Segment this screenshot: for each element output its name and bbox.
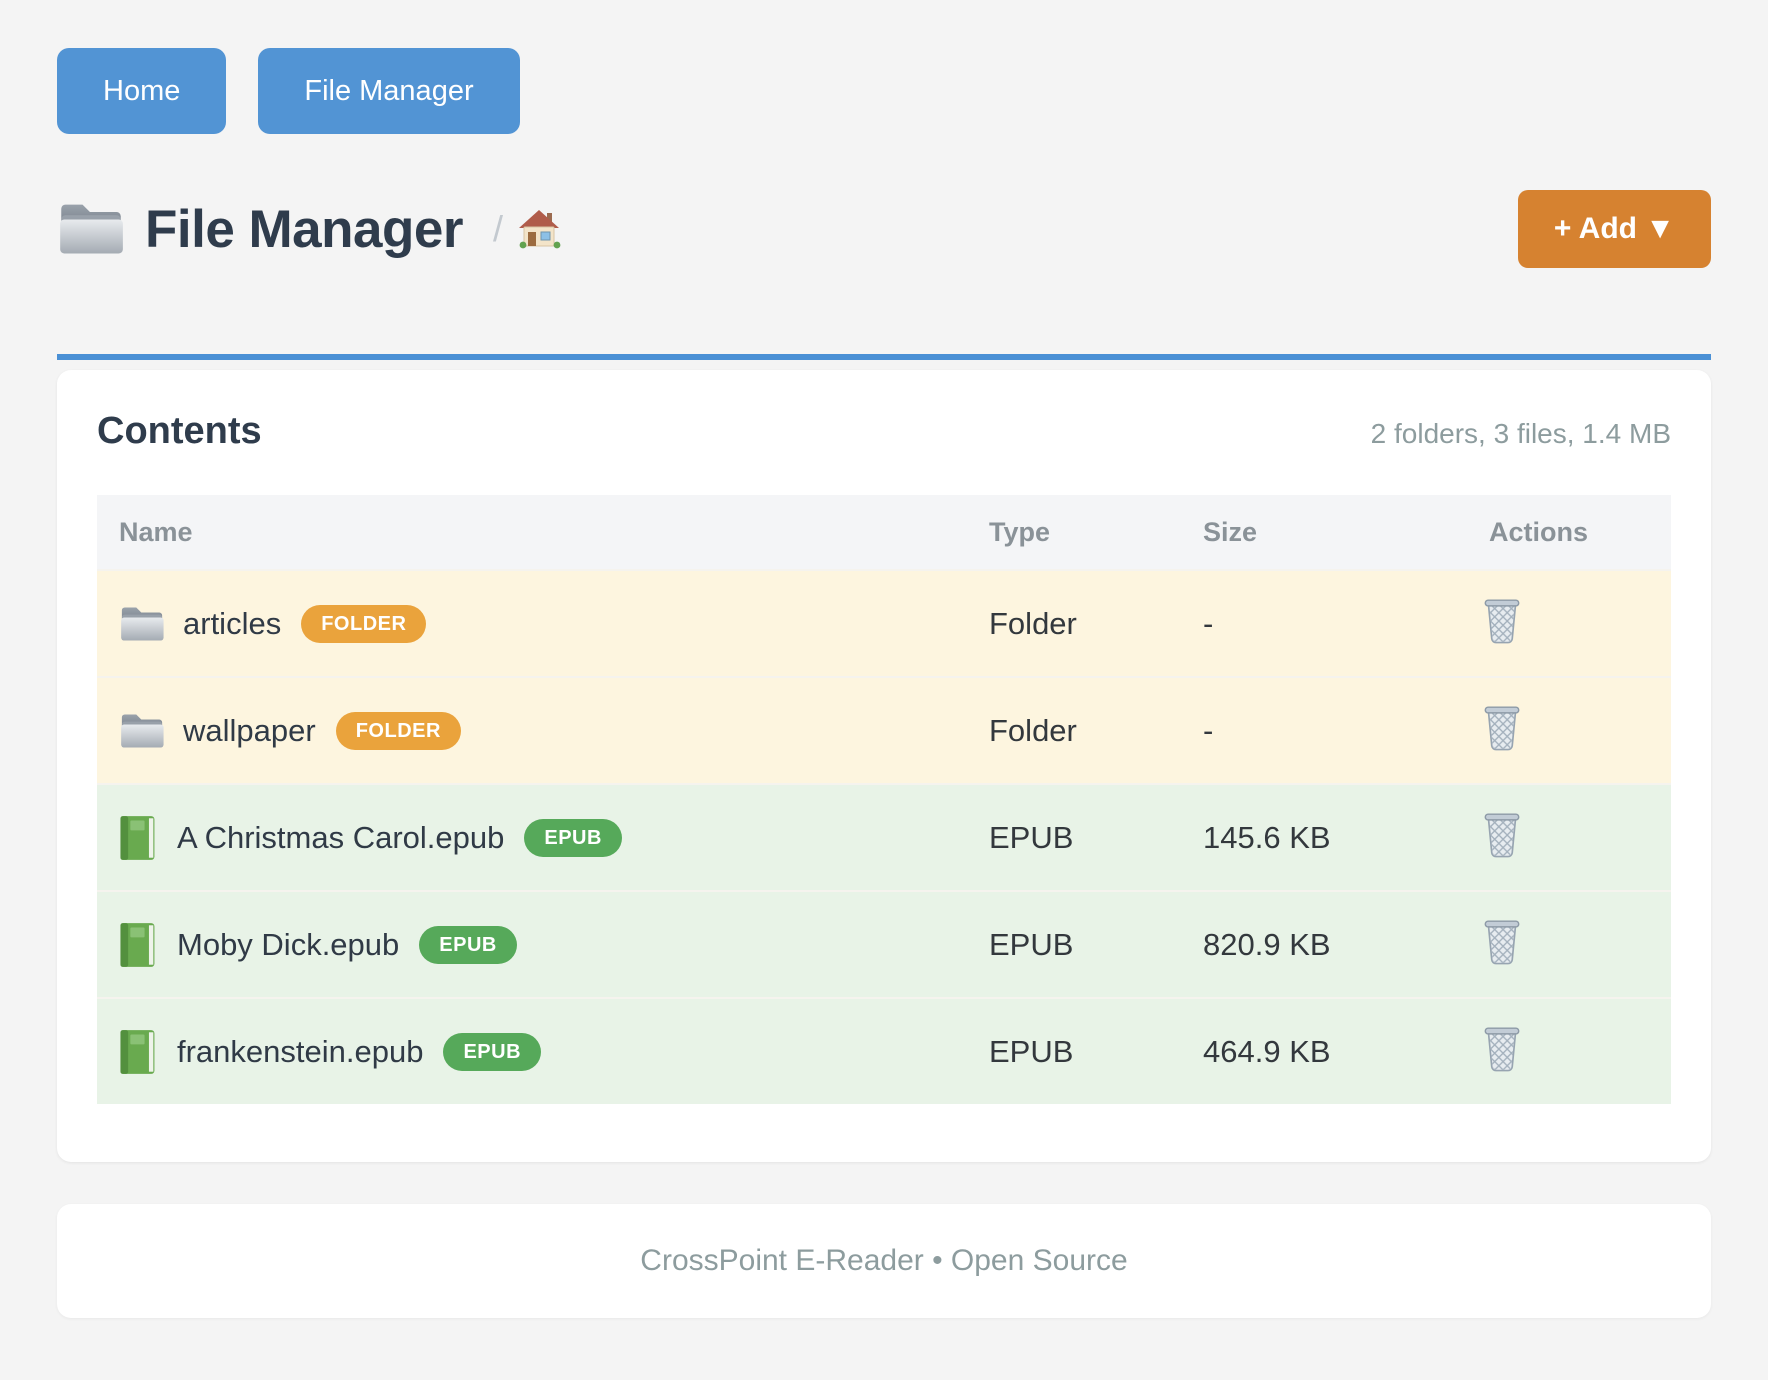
item-badge: EPUB xyxy=(443,1032,542,1071)
breadcrumb: / xyxy=(493,208,561,250)
table-row[interactable]: wallpaper FOLDER Folder - xyxy=(97,676,1671,783)
name-cell: A Christmas Carol.epub EPUB xyxy=(97,815,967,861)
contents-card: Contents 2 folders, 3 files, 1.4 MB Name… xyxy=(57,370,1711,1162)
top-nav: Home File Manager xyxy=(57,48,1711,134)
item-size: 820.9 KB xyxy=(1203,926,1331,962)
item-size: 145.6 KB xyxy=(1203,819,1331,855)
footer-text: CrossPoint E-Reader • Open Source xyxy=(640,1244,1128,1277)
green-book-icon xyxy=(120,922,155,967)
add-button[interactable]: + Add ▼ xyxy=(1517,190,1711,268)
contents-summary: 2 folders, 3 files, 1.4 MB xyxy=(1370,418,1671,449)
item-size: - xyxy=(1203,712,1214,748)
name-cell: frankenstein.epub EPUB xyxy=(97,1029,967,1075)
breadcrumb-separator: / xyxy=(492,208,503,249)
item-size: - xyxy=(1203,605,1214,641)
home-icon[interactable] xyxy=(517,208,561,250)
trash-icon[interactable] xyxy=(1481,596,1523,644)
item-size: 464.9 KB xyxy=(1203,1033,1331,1069)
table-body: articles FOLDER Folder - xyxy=(97,569,1671,1104)
column-header-name: Name xyxy=(119,516,193,547)
table-header-row: Name Type Size Actions xyxy=(97,495,1671,569)
item-type: Folder xyxy=(989,712,1077,748)
trash-icon[interactable] xyxy=(1481,703,1523,751)
folder-icon xyxy=(121,713,164,748)
title-divider xyxy=(57,354,1711,360)
page: Home File Manager File Manager / xyxy=(57,48,1711,1318)
item-name[interactable]: Moby Dick.epub xyxy=(177,926,400,962)
item-badge: EPUB xyxy=(419,925,517,964)
trash-icon[interactable] xyxy=(1481,1024,1523,1072)
name-cell: wallpaper FOLDER xyxy=(97,710,967,752)
folder-icon xyxy=(121,606,164,641)
trash-icon[interactable] xyxy=(1481,810,1523,858)
actions-cell xyxy=(1467,810,1671,866)
item-type: EPUB xyxy=(989,1033,1074,1069)
actions-cell xyxy=(1467,917,1671,973)
item-type: EPUB xyxy=(989,819,1074,855)
page-title: File Manager xyxy=(145,199,463,259)
contents-heading: Contents xyxy=(97,410,262,452)
footer-card: CrossPoint E-Reader • Open Source xyxy=(57,1204,1711,1318)
column-header-actions: Actions xyxy=(1489,516,1589,547)
column-header-type: Type xyxy=(989,516,1051,547)
table-row[interactable]: frankenstein.epub EPUB EPUB 464.9 KB xyxy=(97,997,1671,1104)
table-row[interactable]: A Christmas Carol.epub EPUB EPUB 145.6 K… xyxy=(97,783,1671,890)
table-row[interactable]: Moby Dick.epub EPUB EPUB 820.9 KB xyxy=(97,890,1671,997)
item-badge: FOLDER xyxy=(335,711,461,750)
item-name[interactable]: frankenstein.epub xyxy=(177,1033,424,1069)
item-type: Folder xyxy=(989,605,1077,641)
trash-icon[interactable] xyxy=(1481,917,1523,965)
folder-icon xyxy=(60,204,123,254)
actions-cell xyxy=(1467,596,1671,652)
item-name[interactable]: articles xyxy=(183,605,282,641)
item-name[interactable]: wallpaper xyxy=(183,712,316,748)
page-header: File Manager / + Add ▼ xyxy=(57,190,1711,268)
name-cell: articles FOLDER xyxy=(97,603,967,645)
file-manager-button[interactable]: File Manager xyxy=(258,48,520,134)
item-badge: FOLDER xyxy=(301,604,427,643)
column-header-size: Size xyxy=(1203,516,1258,547)
item-badge: EPUB xyxy=(524,818,622,857)
actions-cell xyxy=(1467,1024,1671,1080)
green-book-icon xyxy=(120,1029,155,1074)
actions-cell xyxy=(1467,703,1671,759)
file-table: Name Type Size Actions articles FOLDER F… xyxy=(97,495,1671,1104)
green-book-icon xyxy=(120,815,155,860)
name-cell: Moby Dick.epub EPUB xyxy=(97,922,967,968)
title-group: File Manager / xyxy=(57,199,561,260)
item-type: EPUB xyxy=(989,926,1074,962)
card-header: Contents 2 folders, 3 files, 1.4 MB xyxy=(97,410,1671,453)
home-button[interactable]: Home xyxy=(57,48,227,134)
item-name[interactable]: A Christmas Carol.epub xyxy=(177,819,505,855)
table-row[interactable]: articles FOLDER Folder - xyxy=(97,569,1671,676)
